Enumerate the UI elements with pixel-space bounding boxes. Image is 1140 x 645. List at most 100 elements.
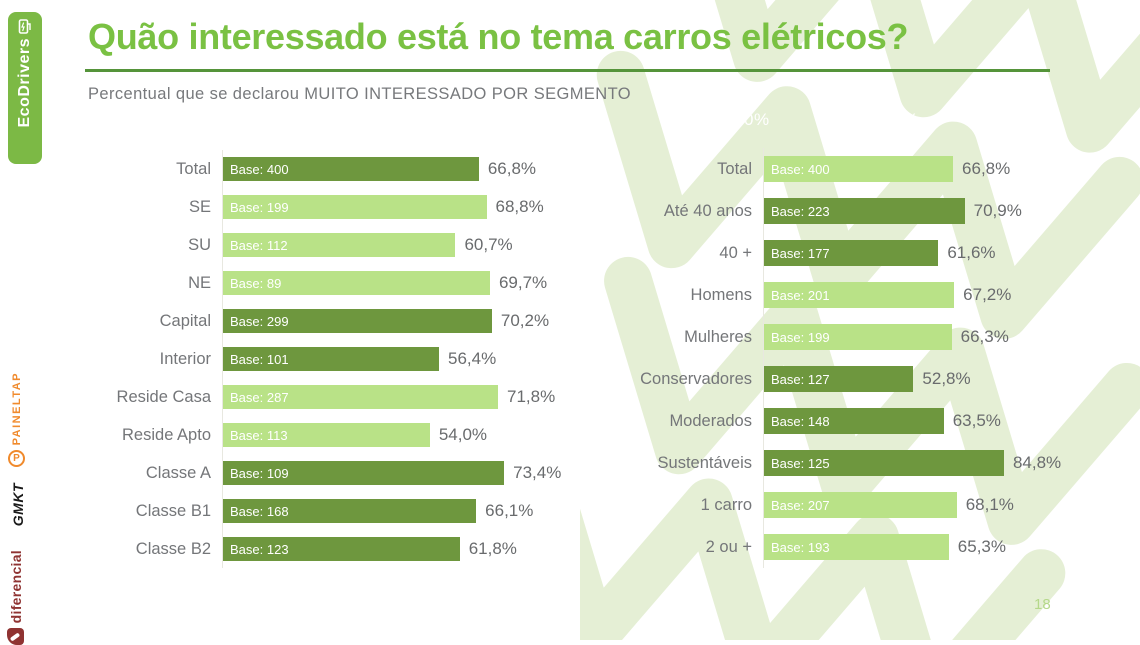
bar-track: Base: 123 61,8% xyxy=(222,530,765,568)
subtitle: Percentual que se declarou MUITO INTERES… xyxy=(88,85,632,103)
bar-track: Base: 177 61,6% xyxy=(763,232,1140,274)
chart-row: Interior Base: 101 56,4% xyxy=(95,340,765,378)
bar: Base: 168 xyxy=(223,499,477,523)
bar-track: Base: 168 66,1% xyxy=(222,492,765,530)
chart-row: Classe A Base: 109 73,4% xyxy=(95,454,765,492)
bar-track: Base: 207 68,1% xyxy=(763,484,1140,526)
category-label: NE xyxy=(188,273,211,292)
bar-track: Base: 109 73,4% xyxy=(222,454,765,492)
base-label: Base: 400 xyxy=(230,161,289,177)
chart-row: SU Base: 112 60,7% xyxy=(95,226,765,264)
page-title: Quão interessado está no tema carros elé… xyxy=(88,16,909,57)
value-label: 56,4% xyxy=(448,349,497,368)
gmkt-logo-text: GMKT xyxy=(10,483,26,527)
bar: Base: 199 xyxy=(223,195,487,219)
chart-row: SE Base: 199 68,8% xyxy=(95,188,765,226)
bar: Base: 123 xyxy=(223,537,460,561)
value-label: 61,8% xyxy=(468,539,517,558)
bar: Base: 125 xyxy=(764,450,1004,476)
category-label: Sustentáveis xyxy=(657,453,752,472)
base-label: Base: 199 xyxy=(230,199,289,215)
chart-row: 2 ou + Base: 193 65,3% xyxy=(600,526,1140,568)
bar: Base: 127 xyxy=(764,366,914,392)
bar-track: Base: 112 60,7% xyxy=(222,226,765,264)
value-label: 54,0% xyxy=(438,425,488,444)
chart-row: Capital Base: 299 70,2% xyxy=(95,302,765,340)
value-label: 60,7% xyxy=(464,235,513,254)
axis-tick-label: 100,0% xyxy=(995,110,1056,129)
category-label: Classe B2 xyxy=(135,539,211,558)
ecodrivers-logo: EcoDrivers xyxy=(8,12,42,164)
bar-track: Base: 101 56,4% xyxy=(222,340,765,378)
base-label: Base: 148 xyxy=(771,413,830,429)
base-label: Base: 223 xyxy=(771,203,830,219)
value-label: 67,2% xyxy=(963,285,1012,304)
value-label: 84,8% xyxy=(1012,453,1062,472)
value-label: 52,8% xyxy=(922,369,971,388)
diferencial-magnifier-icon xyxy=(7,628,24,645)
chart-row: NE Base: 89 69,7% xyxy=(95,264,765,302)
base-label: Base: 207 xyxy=(771,497,830,513)
base-label: Base: 299 xyxy=(230,313,289,329)
bar-track: Base: 287 71,8% xyxy=(222,378,765,416)
value-label: 66,1% xyxy=(485,501,534,520)
chart-row: Conservadores Base: 127 52,8% xyxy=(600,358,1140,400)
base-label: Base: 400 xyxy=(771,161,830,177)
category-label: Total xyxy=(176,159,211,178)
category-label: Reside Apto xyxy=(122,425,211,444)
page-number: 18 xyxy=(1034,596,1051,613)
value-label: 66,8% xyxy=(487,159,537,178)
value-label: 66,3% xyxy=(960,327,1009,346)
category-label: 1 carro xyxy=(700,495,752,514)
gmkt-logo: GMKT xyxy=(10,483,26,526)
base-label: Base: 199 xyxy=(771,329,830,345)
value-label: 70,9% xyxy=(973,201,1022,220)
bar: Base: 201 xyxy=(764,282,955,308)
chart-row: Sustentáveis Base: 125 84,8% xyxy=(600,442,1140,484)
base-label: Base: 193 xyxy=(771,539,830,555)
base-label: Base: 127 xyxy=(771,371,830,387)
bar-track: Base: 125 84,8% xyxy=(763,442,1140,484)
title-underline xyxy=(85,69,1050,72)
base-label: Base: 287 xyxy=(230,389,289,405)
chart-row: Até 40 anos Base: 223 70,9% xyxy=(600,190,1140,232)
category-label: 2 ou + xyxy=(705,537,752,556)
bar: Base: 199 xyxy=(764,324,952,350)
value-label: 70,2% xyxy=(500,311,550,330)
bar: Base: 400 xyxy=(764,156,954,182)
value-label: 61,6% xyxy=(947,243,996,262)
base-label: Base: 89 xyxy=(230,275,282,291)
chart-row: Classe B2 Base: 123 61,8% xyxy=(95,530,765,568)
base-label: Base: 177 xyxy=(771,245,830,261)
value-label: 66,8% xyxy=(962,159,1011,178)
value-label: 73,4% xyxy=(513,463,562,482)
category-label: Até 40 anos xyxy=(663,201,752,220)
category-label: Interior xyxy=(159,349,211,368)
segment-bar-chart-left: Total Base: 400 66,8% SE Base: 199 68,8% SU Bas… xyxy=(95,150,765,568)
category-label: Classe B1 xyxy=(135,501,211,520)
bar-track: Base: 400 66,8% xyxy=(222,150,765,188)
value-label: 69,7% xyxy=(498,273,548,292)
category-label: Moderados xyxy=(669,411,752,430)
bar-track: Base: 113 54,0% xyxy=(222,416,765,454)
bar: Base: 113 xyxy=(223,423,430,447)
ev-charger-icon xyxy=(17,18,33,36)
base-label: Base: 109 xyxy=(230,465,289,481)
chart-row: Homens Base: 201 67,2% xyxy=(600,274,1140,316)
bar-track: Base: 199 68,8% xyxy=(222,188,765,226)
base-label: Base: 113 xyxy=(230,427,288,443)
bar: Base: 101 xyxy=(223,347,439,371)
category-label: Total xyxy=(717,159,752,178)
bar: Base: 223 xyxy=(764,198,965,224)
bar: Base: 177 xyxy=(764,240,939,266)
paineltap-p-icon: P xyxy=(8,450,25,468)
diferencial-logo: diferencial xyxy=(7,550,24,645)
base-label: Base: 201 xyxy=(771,287,830,303)
chart-row: Reside Apto Base: 113 54,0% xyxy=(95,416,765,454)
base-label: Base: 168 xyxy=(230,503,289,519)
segment-bar-chart-right: Total Base: 400 66,8% Até 40 anos Base: 223 7… xyxy=(600,148,1140,568)
chart-row: Reside Casa Base: 287 71,8% xyxy=(95,378,765,416)
axis-tick-label: 0% xyxy=(744,110,770,129)
value-label: 71,8% xyxy=(506,387,556,406)
chart-row: Classe B1 Base: 168 66,1% xyxy=(95,492,765,530)
